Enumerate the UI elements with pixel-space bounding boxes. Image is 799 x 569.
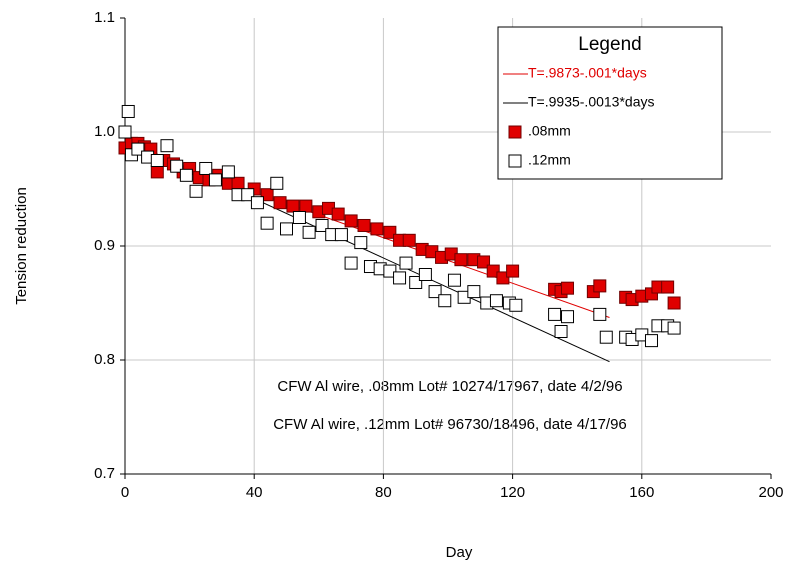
marker xyxy=(354,236,368,250)
marker xyxy=(506,264,520,278)
marker xyxy=(467,285,481,299)
marker xyxy=(344,256,358,270)
marker xyxy=(667,296,681,310)
x-tick-label: 120 xyxy=(500,484,525,501)
marker xyxy=(250,196,264,210)
marker xyxy=(280,222,293,236)
marker xyxy=(383,225,397,239)
marker xyxy=(438,294,452,308)
legend-box xyxy=(497,26,723,180)
marker xyxy=(496,271,510,285)
marker xyxy=(399,256,413,270)
marker xyxy=(486,264,500,278)
marker xyxy=(454,253,468,267)
marker xyxy=(599,330,613,344)
legend-title: Legend xyxy=(578,34,641,55)
marker xyxy=(273,196,287,210)
marker xyxy=(370,222,384,236)
legend-label: .12mm xyxy=(528,152,571,168)
x-axis-label: Day xyxy=(446,544,473,561)
annotation: CFW Al wire, .12mm Lot# 96730/18496, dat… xyxy=(273,416,627,433)
marker xyxy=(121,104,135,118)
marker xyxy=(292,211,306,224)
marker xyxy=(489,294,503,308)
x-tick-label: 40 xyxy=(246,484,263,501)
marker xyxy=(593,307,607,321)
marker xyxy=(315,218,329,232)
legend-label: T=.9935-.0013*days xyxy=(528,94,654,110)
marker xyxy=(554,325,568,338)
marker xyxy=(208,173,222,187)
marker xyxy=(548,307,562,321)
marker xyxy=(393,271,407,285)
marker xyxy=(644,334,658,348)
marker xyxy=(179,168,193,182)
marker xyxy=(402,233,416,247)
y-tick-label: 0.8 xyxy=(94,351,115,368)
y-axis-label: Tension reduction xyxy=(13,187,30,305)
marker xyxy=(409,275,423,289)
marker xyxy=(667,321,681,335)
x-tick-label: 160 xyxy=(629,484,654,501)
marker xyxy=(357,218,371,232)
marker xyxy=(344,214,358,228)
marker xyxy=(561,281,575,295)
marker xyxy=(447,273,461,287)
marker xyxy=(661,280,675,294)
marker xyxy=(509,298,523,312)
marker xyxy=(286,199,300,213)
marker xyxy=(508,154,522,168)
marker xyxy=(221,165,235,179)
marker xyxy=(189,184,203,198)
marker xyxy=(477,255,491,269)
y-tick-label: 1.0 xyxy=(94,123,115,140)
y-tick-label: 0.7 xyxy=(94,465,115,482)
marker xyxy=(383,264,397,278)
marker xyxy=(260,216,274,230)
marker xyxy=(299,199,313,213)
marker xyxy=(270,176,284,190)
marker xyxy=(428,285,442,299)
marker xyxy=(334,228,348,242)
marker xyxy=(131,142,145,156)
annotation: CFW Al wire, .08mm Lot# 10274/17967, dat… xyxy=(277,378,622,395)
marker xyxy=(561,310,575,324)
marker xyxy=(241,188,255,202)
marker xyxy=(150,165,164,179)
x-tick-label: 200 xyxy=(758,484,783,501)
x-tick-label: 0 xyxy=(121,484,129,501)
marker xyxy=(118,125,132,139)
y-tick-label: 0.9 xyxy=(94,237,115,254)
marker xyxy=(593,279,607,293)
marker xyxy=(150,154,164,167)
marker xyxy=(302,225,316,239)
marker xyxy=(160,139,174,153)
marker xyxy=(418,268,432,281)
marker xyxy=(508,125,522,139)
legend-label: .08mm xyxy=(528,123,571,139)
marker xyxy=(231,176,245,190)
x-tick-label: 80 xyxy=(375,484,392,501)
marker xyxy=(260,188,274,202)
marker xyxy=(199,161,213,175)
legend: Legend T=.9873-.001*days T=.9935-.0013*day… xyxy=(497,26,723,180)
y-tick-label: 1.1 xyxy=(94,9,115,26)
marker xyxy=(170,159,184,173)
legend-label: T=.9873-.001*days xyxy=(528,65,647,81)
marker xyxy=(331,207,345,221)
